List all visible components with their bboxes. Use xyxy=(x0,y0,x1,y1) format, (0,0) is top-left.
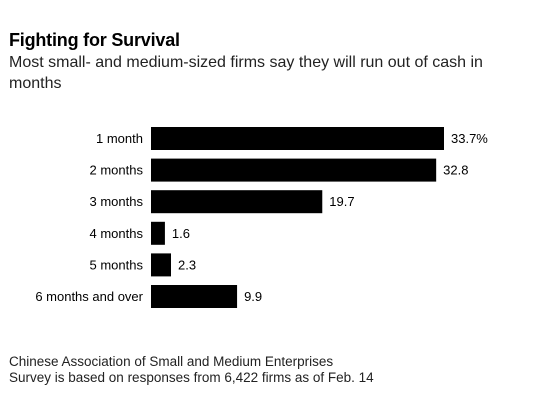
bar-4-months xyxy=(151,221,165,245)
value-label-6-months-and-over: 9.9 xyxy=(244,289,262,304)
chart-subtitle: Most small- and medium-sized firms say t… xyxy=(9,54,483,92)
category-label-2-months: 2 months xyxy=(90,163,144,178)
value-label-1-month: 33.7% xyxy=(451,131,488,146)
bar-chart: 1 month 33.7% 2 months 32.8 3 months 19.7 4 mo… xyxy=(35,127,488,308)
bar-1-month xyxy=(151,127,444,150)
source-note: Chinese Association of Small and Medium … xyxy=(9,354,334,369)
bar-5-months xyxy=(151,253,171,277)
category-label-4-months: 4 months xyxy=(90,226,144,241)
category-label-3-months: 3 months xyxy=(90,194,144,209)
bar-3-months xyxy=(151,190,323,214)
value-label-3-months: 19.7 xyxy=(329,194,354,209)
value-label-5-months: 2.3 xyxy=(178,257,196,272)
bar-6-months-and-over xyxy=(151,285,238,308)
value-label-4-months: 1.6 xyxy=(172,226,190,241)
category-label-6-months-and-over: 6 months and over xyxy=(35,289,143,304)
category-label-1-month: 1 month xyxy=(96,131,143,146)
value-label-2-months: 32.8 xyxy=(443,163,468,178)
survey-note: Survey is based on responses from 6,422 … xyxy=(9,370,374,385)
category-label-5-months: 5 months xyxy=(90,257,144,272)
bar-2-months xyxy=(151,158,437,182)
chart-title: Fighting for Survival xyxy=(9,30,180,50)
chart-footer: Chinese Association of Small and Medium … xyxy=(9,354,374,386)
